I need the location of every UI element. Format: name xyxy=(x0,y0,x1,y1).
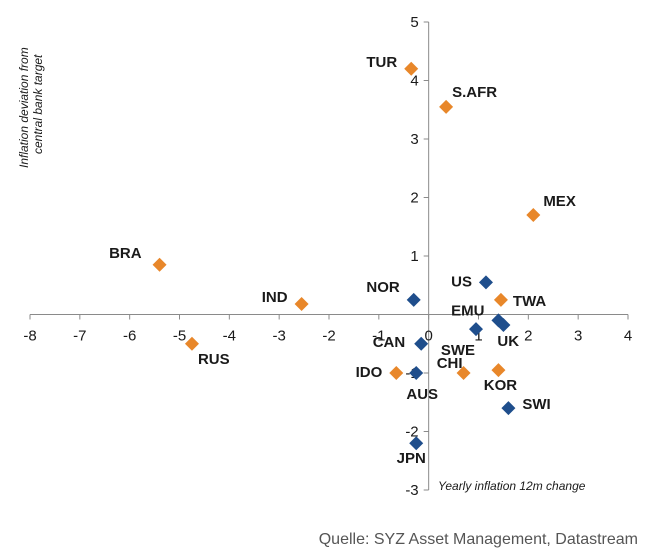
y-tick-label: 5 xyxy=(410,14,418,31)
point-kor xyxy=(491,363,506,378)
label-can: CAN xyxy=(373,334,406,351)
y-tick-label: 1 xyxy=(410,248,418,265)
label-ind: IND xyxy=(262,289,288,306)
x-tick-label: -7 xyxy=(73,328,86,345)
point-labels: TUR S.AFR MEX BRA IND RUS TWA IDO CHI KOR US NOR EMU… xyxy=(109,54,576,467)
x-tick-label: -4 xyxy=(223,328,236,345)
y-tick-label: -3 xyxy=(405,482,418,499)
point-nor xyxy=(406,292,421,307)
label-safr: S.AFR xyxy=(452,84,497,101)
x-tick-label: 3 xyxy=(574,328,582,345)
label-emu: EMU xyxy=(451,302,484,319)
point-bra xyxy=(152,257,167,272)
x-tick-label: 0 xyxy=(424,328,432,345)
point-tur xyxy=(404,61,419,76)
label-mex: MEX xyxy=(543,193,576,210)
label-swe: SWE xyxy=(441,342,475,359)
source-note: Quelle: SYZ Asset Management, Datastream xyxy=(319,531,638,548)
y-axis-title-line-2: central bank target xyxy=(31,54,45,154)
point-aus xyxy=(409,366,424,380)
label-nor: NOR xyxy=(366,279,400,296)
point-uk xyxy=(496,318,511,333)
label-rus: RUS xyxy=(198,351,230,368)
label-kor: KOR xyxy=(484,377,518,394)
point-jpn xyxy=(409,436,424,451)
label-uk: UK xyxy=(497,333,519,350)
point-safr xyxy=(439,99,454,114)
point-us xyxy=(478,275,493,290)
x-tick-label: -8 xyxy=(23,328,36,345)
label-tur: TUR xyxy=(366,54,397,71)
x-tick-label: 4 xyxy=(624,328,632,345)
y-tick-label: 2 xyxy=(410,190,418,207)
label-us: US xyxy=(451,273,472,290)
x-tick-label: -6 xyxy=(123,328,136,345)
y-axis-title-line-1: Inflation deviation from xyxy=(17,47,31,168)
label-aus: AUS xyxy=(406,386,438,403)
point-chi xyxy=(456,366,471,380)
point-can xyxy=(414,336,429,351)
label-twa: TWA xyxy=(513,293,546,310)
y-tick-label: 3 xyxy=(410,131,418,148)
point-rus xyxy=(184,336,199,351)
point-swe xyxy=(469,322,484,337)
data-points xyxy=(152,61,541,451)
point-ind xyxy=(294,296,309,311)
label-chi: CHI xyxy=(437,355,463,372)
label-ido: IDO xyxy=(356,364,383,381)
x-axis-title: Yearly inflation 12m change xyxy=(438,479,586,493)
label-bra: BRA xyxy=(109,245,142,262)
label-swi: SWI xyxy=(522,396,550,413)
point-ido xyxy=(389,366,404,380)
x-tick-label: -5 xyxy=(173,328,186,345)
axes xyxy=(29,21,629,491)
x-tick-label: -2 xyxy=(322,328,335,345)
x-tick-label: 2 xyxy=(524,328,532,345)
x-tick-label: 1 xyxy=(474,328,482,345)
x-tick-label: -1 xyxy=(372,328,385,345)
label-jpn: JPN xyxy=(397,450,426,467)
x-tick-label: -3 xyxy=(272,328,285,345)
point-mex xyxy=(526,208,541,223)
y-tick-label: -2 xyxy=(405,424,418,441)
y-tick-label: 4 xyxy=(410,73,418,90)
point-swi xyxy=(501,401,516,416)
point-twa xyxy=(493,292,508,307)
